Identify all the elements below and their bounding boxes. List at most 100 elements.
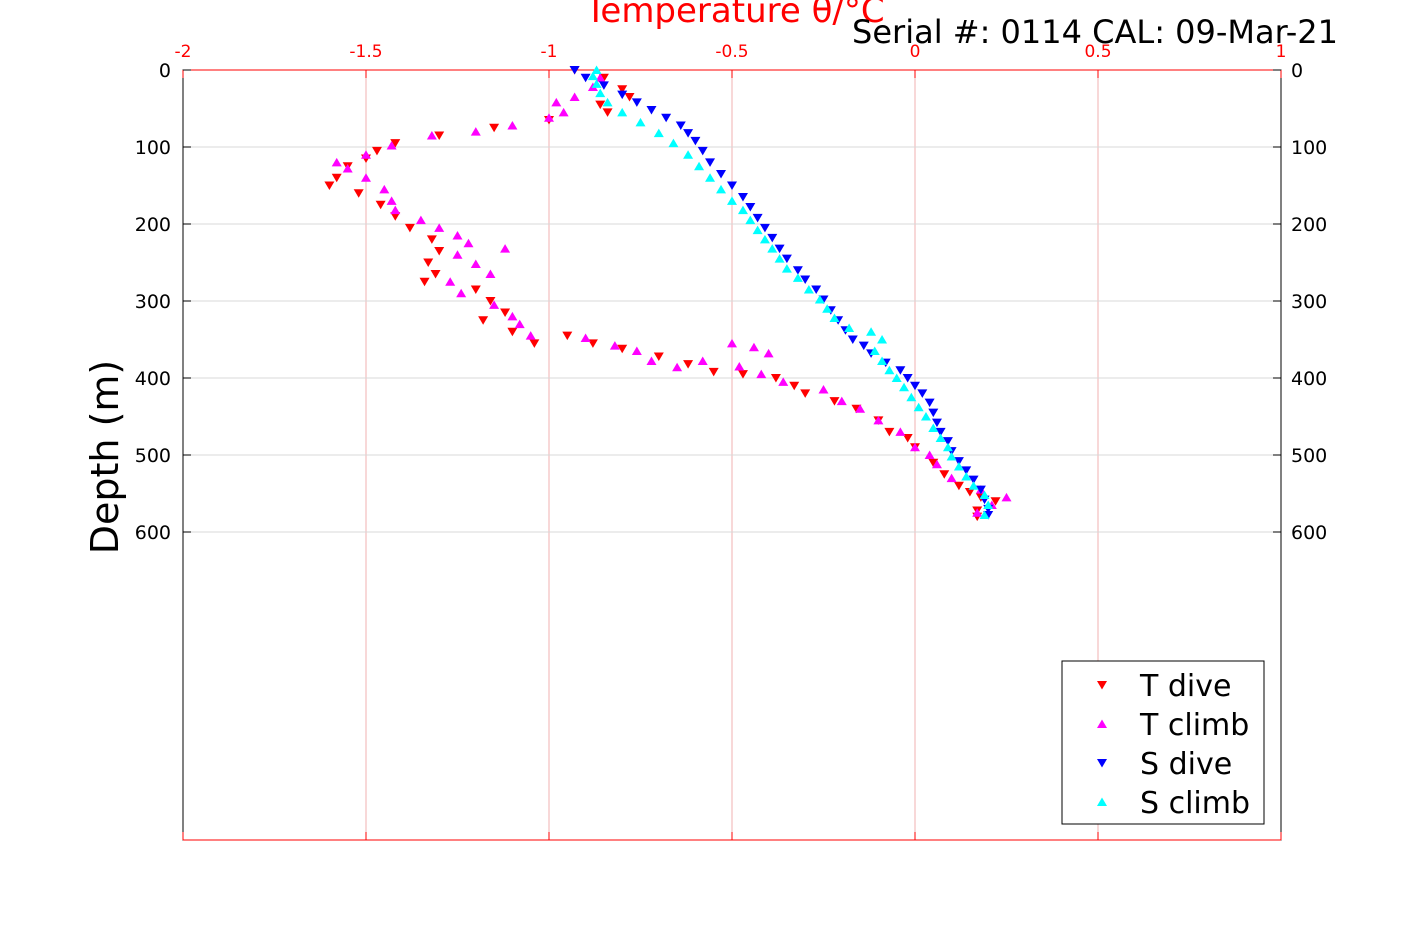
- data-point: [844, 323, 855, 332]
- data-point: [697, 356, 708, 366]
- data-point: [434, 131, 445, 140]
- data-point: [975, 485, 986, 495]
- data-point: [569, 66, 580, 75]
- data-point: [910, 381, 920, 391]
- data-point: [653, 128, 664, 138]
- data-point: [598, 81, 609, 90]
- data-point: [609, 341, 620, 350]
- legend: T dive T climb S dive S climb: [1061, 660, 1265, 825]
- data-point: [697, 146, 708, 156]
- data-point: [478, 316, 489, 325]
- data-point: [683, 150, 694, 159]
- data-point: [931, 418, 942, 428]
- y-tick-label-right: 300: [1291, 291, 1327, 313]
- data-point: [390, 212, 401, 221]
- data-point: [371, 146, 382, 156]
- data-point: [767, 244, 778, 253]
- data-point: [829, 313, 840, 322]
- data-point: [423, 258, 434, 267]
- data-point: [873, 415, 884, 425]
- data-point: [386, 140, 397, 150]
- data-point: [646, 356, 657, 366]
- x-tick-label: 1: [1276, 42, 1287, 62]
- data-point: [756, 369, 767, 379]
- data-point: [942, 437, 953, 446]
- data-point: [331, 173, 342, 183]
- data-point: [507, 311, 518, 321]
- data-point: [580, 333, 591, 342]
- data-point: [847, 335, 858, 344]
- data-point: [690, 136, 701, 146]
- data-point: [983, 500, 994, 510]
- data-point: [456, 288, 467, 298]
- data-point: [928, 408, 939, 418]
- data-point: [580, 73, 591, 83]
- data-point: [668, 138, 679, 148]
- data-point: [895, 366, 906, 375]
- data-point: [822, 304, 833, 313]
- data-point: [920, 412, 931, 421]
- data-point: [884, 427, 895, 437]
- series-s-climb: [587, 65, 994, 520]
- data-point: [935, 427, 946, 437]
- data-point: [727, 338, 737, 348]
- serial-annotation: Serial #: 0114 CAL: 09-Mar-21: [852, 13, 1338, 51]
- data-point: [587, 71, 598, 81]
- data-point: [426, 235, 437, 244]
- data-point: [953, 462, 964, 471]
- data-point: [737, 370, 748, 379]
- legend-marker: [1097, 681, 1107, 690]
- data-point: [811, 285, 822, 294]
- data-point: [774, 254, 785, 263]
- data-point: [877, 335, 888, 344]
- data-point: [646, 106, 657, 115]
- data-point: [781, 254, 792, 264]
- data-point: [485, 269, 496, 279]
- chart-title: Temperature θ/°C: [584, 0, 884, 31]
- data-point: [672, 362, 683, 372]
- data-point: [745, 203, 756, 212]
- data-point: [803, 284, 814, 294]
- data-point: [877, 356, 888, 366]
- data-point: [426, 130, 437, 140]
- data-point: [763, 348, 774, 358]
- y-tick-label-left: 200: [135, 214, 171, 236]
- data-point: [884, 365, 895, 375]
- data-point: [968, 481, 979, 490]
- data-point: [653, 352, 664, 361]
- data-point: [507, 327, 518, 337]
- data-point: [617, 344, 628, 354]
- data-point: [759, 223, 770, 233]
- data-point: [470, 127, 481, 136]
- data-point: [631, 98, 642, 107]
- data-point: [767, 233, 778, 243]
- data-point: [866, 327, 877, 336]
- data-point: [935, 433, 946, 443]
- y-tick-label-right: 0: [1291, 60, 1303, 82]
- data-point: [961, 472, 972, 481]
- data-point: [379, 184, 390, 194]
- data-point: [434, 246, 445, 256]
- legend-label: T climb: [1139, 708, 1249, 743]
- data-points: [324, 65, 1012, 522]
- x-tick-label: 0.5: [1084, 42, 1111, 62]
- data-point: [913, 402, 924, 412]
- data-point: [404, 223, 415, 233]
- data-point: [716, 184, 727, 194]
- data-point: [361, 150, 371, 159]
- data-point: [452, 250, 463, 259]
- y-tick-label-left: 500: [135, 445, 171, 467]
- data-point: [737, 205, 748, 215]
- data-point: [917, 389, 928, 398]
- x-tick-label: -1: [541, 42, 558, 62]
- data-point: [745, 215, 756, 225]
- data-point: [558, 107, 569, 117]
- data-point: [891, 373, 902, 382]
- data-point: [716, 169, 727, 179]
- y-tick-label-right: 200: [1291, 214, 1327, 236]
- y-tick-label-right: 400: [1291, 368, 1327, 390]
- data-point: [902, 374, 913, 383]
- data-point: [514, 319, 525, 329]
- data-point: [569, 92, 580, 101]
- data-point: [470, 259, 481, 269]
